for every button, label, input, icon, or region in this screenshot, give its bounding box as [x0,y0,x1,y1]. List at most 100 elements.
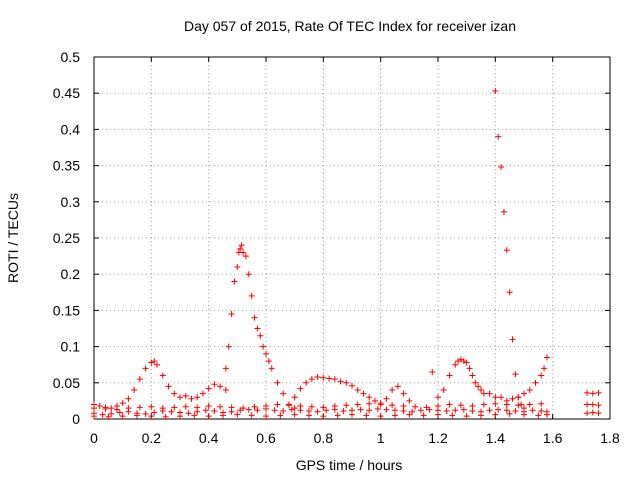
data-point [429,368,436,375]
x-tick-label: 1.6 [543,430,563,446]
data-point [543,354,550,361]
data-point [492,394,499,401]
data-point [526,387,533,394]
data-point [492,400,499,407]
data-point [400,390,407,397]
data-point [492,411,499,418]
data-point [512,408,519,415]
data-point [285,402,292,409]
data-point [254,325,261,332]
data-point [472,379,479,386]
data-point [268,365,275,372]
data-point [535,412,542,419]
x-tick-label: 1.8 [600,430,620,446]
data-point [263,413,269,420]
data-point [245,406,252,413]
data-point [506,289,513,296]
data-point [205,385,212,392]
data-point [337,378,344,385]
data-point [148,413,155,420]
y-tick-label: 0.5 [61,49,81,65]
y-tick-label: 0.2 [61,266,81,282]
y-tick-label: 0.25 [53,230,80,246]
data-point [291,405,298,412]
series-satellite-g [91,400,602,413]
data-point [589,390,596,397]
data-point [320,374,327,381]
data-point [541,365,548,372]
y-tick-label: 0.4 [61,121,81,137]
data-point [142,365,149,372]
data-point [211,381,218,388]
data-point [251,403,258,410]
data-point [457,402,464,409]
data-point [119,400,126,407]
data-point [595,402,602,409]
x-tick-label: 0.2 [142,430,162,446]
data-point [366,407,373,414]
data-point [503,401,510,408]
data-point [589,401,596,408]
plot-frame [93,56,611,420]
data-markers [91,88,602,420]
data-point [400,408,407,415]
data-point [306,412,312,419]
data-point [119,413,126,420]
data-point [589,409,596,416]
data-point [515,394,522,401]
data-point [506,410,513,417]
x-tick-label: 0.8 [314,430,334,446]
data-point [538,372,545,379]
data-point [417,407,424,414]
data-point [314,408,321,415]
data-point [177,394,183,401]
y-tick-label: 0.15 [53,302,80,318]
data-point [584,401,591,408]
data-point [515,402,522,409]
data-point [263,350,269,357]
data-point [512,371,519,378]
data-point [406,411,413,418]
data-point [254,407,261,414]
series-satellite-h [91,389,602,420]
data-point [240,249,247,256]
data-point [529,407,536,414]
data-point [469,408,476,415]
data-point [498,164,505,171]
data-point [449,412,456,419]
data-point [435,411,441,418]
data-point [521,411,527,418]
data-point [142,410,149,417]
data-point [446,401,453,408]
y-tick-label: 0.45 [53,85,80,101]
data-point [231,278,238,285]
data-point [194,394,201,401]
data-point [518,401,525,408]
data-point [288,406,295,413]
data-point [251,314,258,321]
data-point [191,412,198,419]
data-point [383,395,390,402]
data-point [440,387,447,394]
data-point [360,390,367,397]
x-tick-label: 1.2 [428,430,448,446]
data-point [182,392,189,399]
data-point [308,403,315,410]
data-point [475,383,482,390]
data-point [478,412,484,419]
data-point [469,402,476,409]
data-point [131,387,138,394]
data-point [526,401,533,408]
data-point [217,403,224,410]
data-point [202,407,209,414]
data-point [366,400,373,407]
data-point [486,390,493,397]
data-point [480,390,487,397]
data-point [354,387,361,394]
data-point [134,412,140,419]
chart-title: Day 057 of 2015, Rate Of TEC Index for r… [184,18,516,34]
x-tick-label: 0 [90,430,98,446]
data-point [185,410,192,417]
data-point [242,253,249,260]
data-point [392,407,398,414]
